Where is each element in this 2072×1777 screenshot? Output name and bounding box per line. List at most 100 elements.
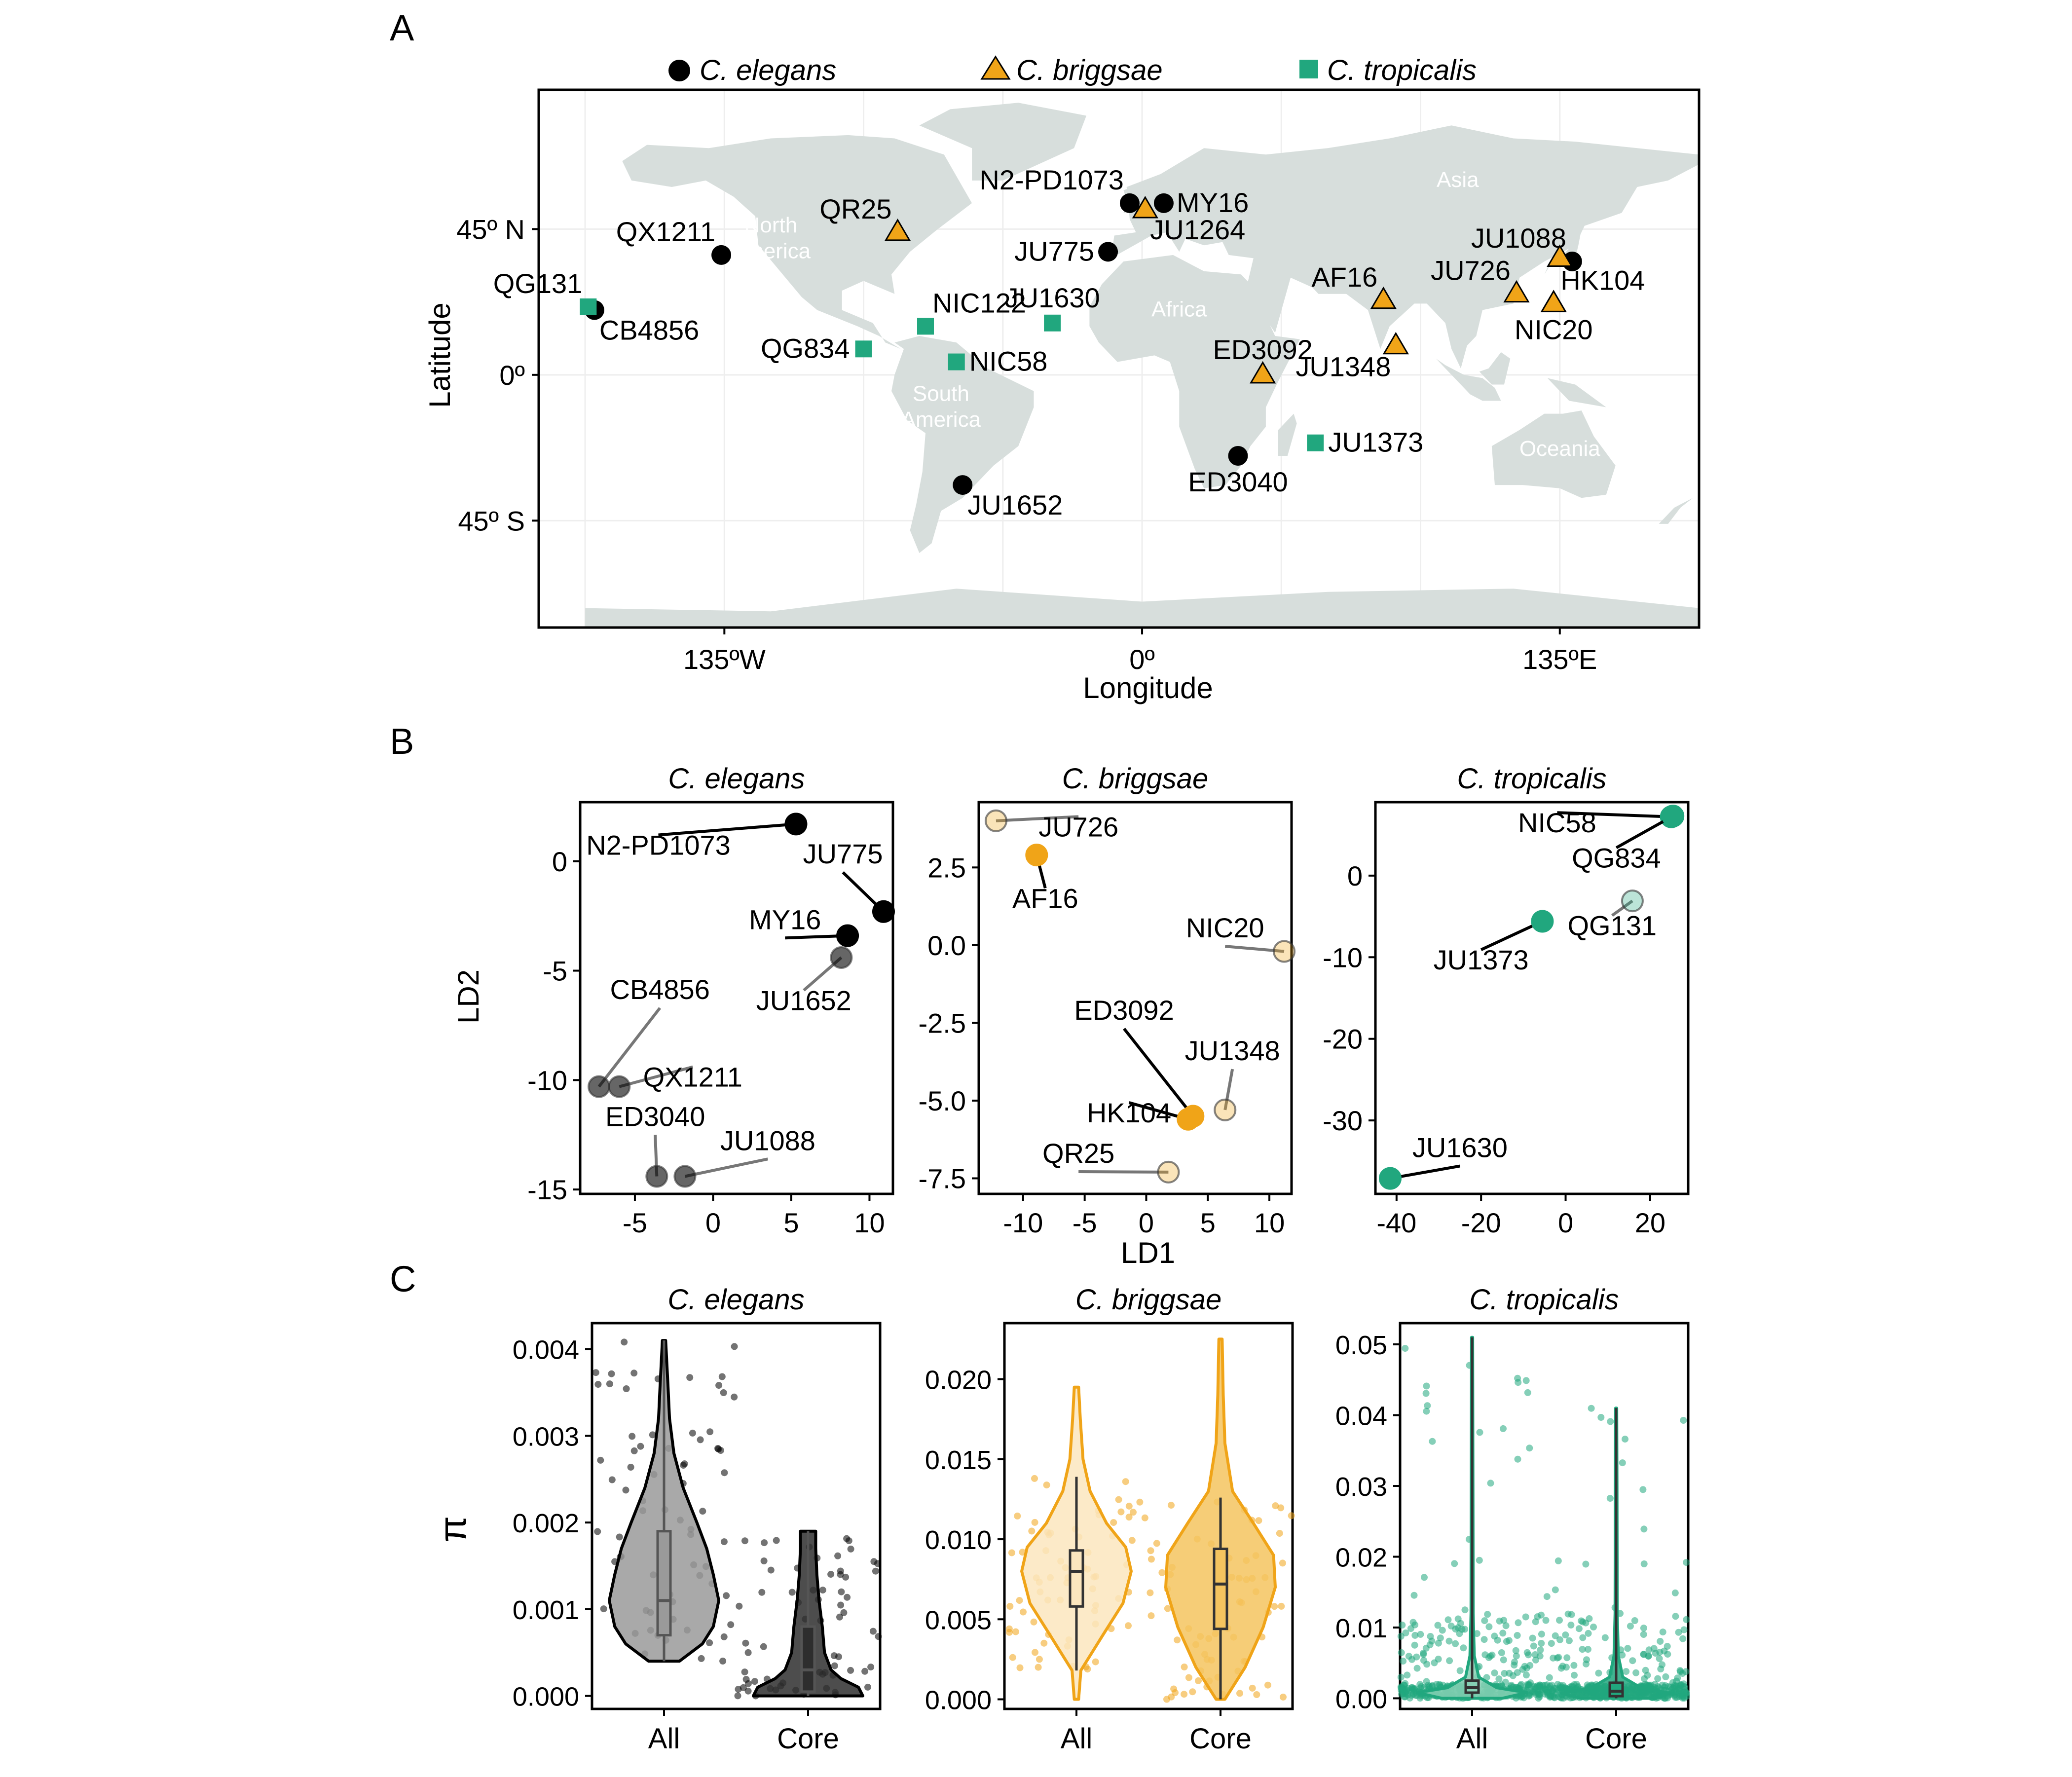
violin-jitter-point <box>1288 1512 1295 1519</box>
map-point-JU1264 <box>1132 195 1158 219</box>
violin-jitter-point <box>1271 1603 1278 1610</box>
violin-jitter-point <box>1674 1674 1681 1682</box>
map-label-JU726: JU726 <box>1431 255 1511 286</box>
violin-jitter-point <box>1491 1669 1498 1677</box>
violin-jitter-point <box>1624 1645 1631 1652</box>
violin-jitter-point <box>1445 1637 1453 1645</box>
violin-jitter-point <box>1590 1624 1597 1630</box>
violin-jitter-point <box>1454 1615 1462 1623</box>
violin-jitter-point <box>1122 1478 1129 1485</box>
violin-jitter-point <box>1582 1560 1590 1568</box>
violin-jitter-point <box>1554 1557 1562 1564</box>
map-ytick-label: 45º N <box>456 214 525 245</box>
violin-jitter-point <box>1413 1653 1420 1661</box>
violin-box-Core <box>1213 1548 1228 1630</box>
violin-jitter-point <box>1548 1681 1555 1689</box>
violin-jitter-point <box>1543 1593 1551 1600</box>
landmass-madagascar <box>1278 413 1297 456</box>
violin-jitter-point <box>630 1447 638 1454</box>
violin-jitter-point <box>1525 1651 1532 1659</box>
violin-jitter-point <box>1531 1651 1539 1658</box>
violin-jitter-point <box>698 1655 705 1662</box>
violin-jitter-point <box>594 1528 601 1535</box>
violin-jitter-point <box>1043 1481 1050 1489</box>
violin-jitter-point <box>1181 1664 1188 1670</box>
violin-jitter-point <box>1397 1673 1405 1681</box>
violin-jitter-point <box>1607 1418 1614 1425</box>
violin-jitter-point <box>1174 1636 1181 1644</box>
violin-jitter-point <box>1128 1537 1136 1544</box>
violin-jitter-point <box>1565 1637 1573 1644</box>
violin-jitter-point <box>1429 1438 1436 1445</box>
violin-jitter-point <box>1422 1390 1430 1397</box>
ld-facet-title: C. elegans <box>668 763 805 795</box>
violin-jitter-point <box>1622 1436 1628 1443</box>
violin-jitter-point <box>1567 1622 1575 1629</box>
ld-leader-CB4856 <box>597 1007 662 1088</box>
violin-jitter-point <box>1563 1654 1571 1662</box>
map-point-QG131 <box>580 298 597 315</box>
violin-jitter-point <box>1515 1619 1522 1627</box>
legend-elegans-marker <box>668 60 690 81</box>
ld-leader-NIC58 <box>1557 811 1671 818</box>
violin-jitter-point <box>1426 1641 1434 1649</box>
violin-jitter-point <box>1514 1455 1521 1463</box>
violin-jitter-point <box>1410 1592 1418 1599</box>
violin-jitter-point <box>1423 1382 1430 1390</box>
ld-facet-tropicalis: C. tropicalis -40 -20 0 20 0 -10 -20 -30 NIC58 QG8… <box>1323 763 1690 1238</box>
violin-jitter-point <box>751 1678 758 1685</box>
violin-jitter-point <box>1586 1615 1593 1622</box>
continent-label: South <box>913 381 969 406</box>
violin-ytick-label: 0.00 <box>1335 1684 1387 1714</box>
ld-xtick-label: -5 <box>1073 1207 1097 1238</box>
map-ylabel: Latitude <box>423 302 456 408</box>
violin-jitter-point <box>1164 1605 1171 1612</box>
violin-jitter-point <box>1130 1509 1137 1516</box>
violin-jitter-point <box>758 1589 766 1596</box>
violin-jitter-point <box>1400 1658 1407 1665</box>
map-point-JU1348 <box>1382 332 1409 355</box>
panel-letter-b: B <box>390 721 414 762</box>
ld-point-N2-PD1073 <box>784 813 808 836</box>
violin-jitter-point <box>629 1433 636 1440</box>
map-plot-area: NorthAmericaSouthAmericaAfricaAsiaOceani… <box>456 88 1701 675</box>
violin-jitter-point <box>1456 1667 1464 1674</box>
violin-jitter-point <box>1640 1625 1647 1632</box>
violin-jitter-point <box>1399 1622 1406 1629</box>
violin-jitter-point <box>1481 1617 1488 1625</box>
violin-jitter-point <box>1532 1618 1539 1626</box>
violin-jitter-point <box>1147 1547 1154 1555</box>
violin-jitter-point <box>1168 1693 1175 1701</box>
violin-jitter-point <box>1417 1630 1424 1638</box>
violin-jitter-point <box>1522 1671 1530 1679</box>
violin-jitter-point <box>1661 1647 1668 1655</box>
ld-label-N2-PD1073: N2-PD1073 <box>586 829 731 860</box>
map-point-JU1652 <box>953 475 973 495</box>
violin-jitter-point <box>649 1431 656 1439</box>
ld-point-JU1630 <box>1378 1167 1402 1190</box>
violin-jitter-point <box>1501 1670 1508 1677</box>
violin-jitter-point <box>1277 1504 1285 1512</box>
violin-jitter-point <box>1532 1656 1539 1664</box>
map-xtick-label: 0º <box>1129 644 1155 675</box>
landmass-africa <box>1089 255 1300 488</box>
ld-point-QX1211 <box>608 1075 631 1098</box>
violin-jitter-point <box>1236 1690 1243 1697</box>
violin-ytick-label: 0.02 <box>1335 1543 1387 1573</box>
legend-elegans-label: C. elegans <box>700 54 836 86</box>
violin-jitter-point <box>706 1639 713 1646</box>
violin-jitter-point <box>637 1443 644 1450</box>
landmass-australia <box>1491 410 1616 498</box>
map-label-JU775: JU775 <box>1014 235 1094 266</box>
violin-facet-elegans: C. elegans 0.000 0.001 0.002 0.003 0.004 All Co… <box>513 1284 882 1755</box>
violin-jitter-point <box>1495 1675 1503 1683</box>
violin-ytick-label: 0.005 <box>925 1605 992 1635</box>
violin-jitter-point <box>1006 1603 1014 1610</box>
continent-label: Asia <box>1437 168 1479 192</box>
violin-jitter-point <box>847 1545 854 1553</box>
violin-jitter-point <box>1092 1658 1099 1666</box>
violin-jitter-point <box>840 1609 848 1616</box>
diversity-panel: π C. elegans 0.000 0.001 0.002 0.003 0.004 All… <box>431 1284 1690 1755</box>
violin-jitter-point <box>1434 1622 1442 1629</box>
violin-jitter-point <box>1125 1622 1132 1629</box>
